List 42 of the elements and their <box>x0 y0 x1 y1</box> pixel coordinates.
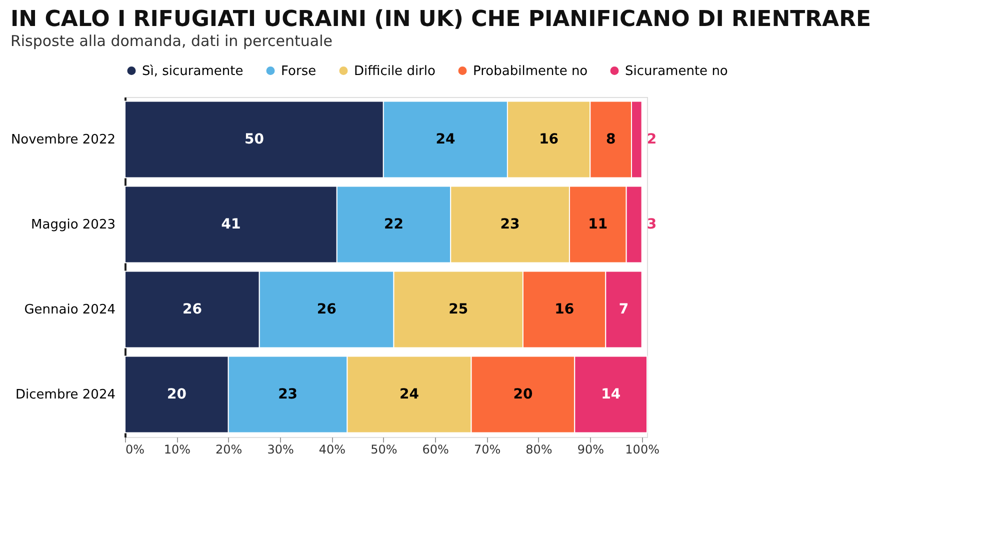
data-label: 24 <box>436 132 456 148</box>
x-tick-label: 30% <box>267 442 294 456</box>
data-label: 20 <box>513 386 533 402</box>
data-label: 23 <box>500 216 520 232</box>
data-label: 16 <box>539 132 559 148</box>
data-label: 11 <box>588 216 608 232</box>
x-tick-label: 50% <box>370 442 398 456</box>
data-label: 22 <box>384 216 404 232</box>
data-label: 24 <box>400 386 420 402</box>
x-tick-label: 80% <box>526 442 552 456</box>
y-tick-label: Novembre 2022 <box>10 132 116 148</box>
x-tick-label: 60% <box>422 442 449 456</box>
data-label: 41 <box>221 216 241 232</box>
data-label: 26 <box>316 302 336 318</box>
legend-label: Forse <box>281 64 316 79</box>
data-label: 16 <box>554 302 574 318</box>
data-label: 7 <box>618 302 629 318</box>
y-tick-label: Maggio 2023 <box>31 218 116 232</box>
chart-title: IN CALO I RIFUGIATI UCRAINI (IN UK) CHE PIANIFICANO DI RIENTRARE <box>10 7 872 32</box>
data-label: 23 <box>278 386 298 402</box>
chart-subtitle: Risposte alla domanda, dati in percentuale <box>10 32 333 50</box>
x-tick-label: 70% <box>474 442 501 456</box>
x-tick-label: 40% <box>318 442 346 456</box>
x-tick-label: 0% <box>126 442 145 456</box>
data-label: 20 <box>166 386 187 402</box>
y-tick-label: Dicembre 2024 <box>16 388 116 402</box>
legend-label: Sì, sicuramente <box>142 64 244 79</box>
data-label: 25 <box>448 302 468 318</box>
data-label: 8 <box>606 132 616 148</box>
legend-label: Probabilmente no <box>473 64 588 79</box>
legend-label: Difficile dirlo <box>354 64 436 79</box>
legend-label: Sicuramente no <box>625 64 728 79</box>
data-label: 2 <box>646 132 657 148</box>
x-tick-label: 10% <box>164 442 191 456</box>
x-tick-label: 20% <box>216 442 242 456</box>
x-tick-label: 90% <box>577 442 604 456</box>
data-label: 3 <box>646 216 657 232</box>
x-tick-label: 100% <box>625 442 660 456</box>
y-tick-label: Gennaio 2024 <box>24 302 116 318</box>
data-label: 26 <box>182 302 202 318</box>
data-label: 50 <box>244 132 264 148</box>
data-label: 14 <box>601 386 621 402</box>
